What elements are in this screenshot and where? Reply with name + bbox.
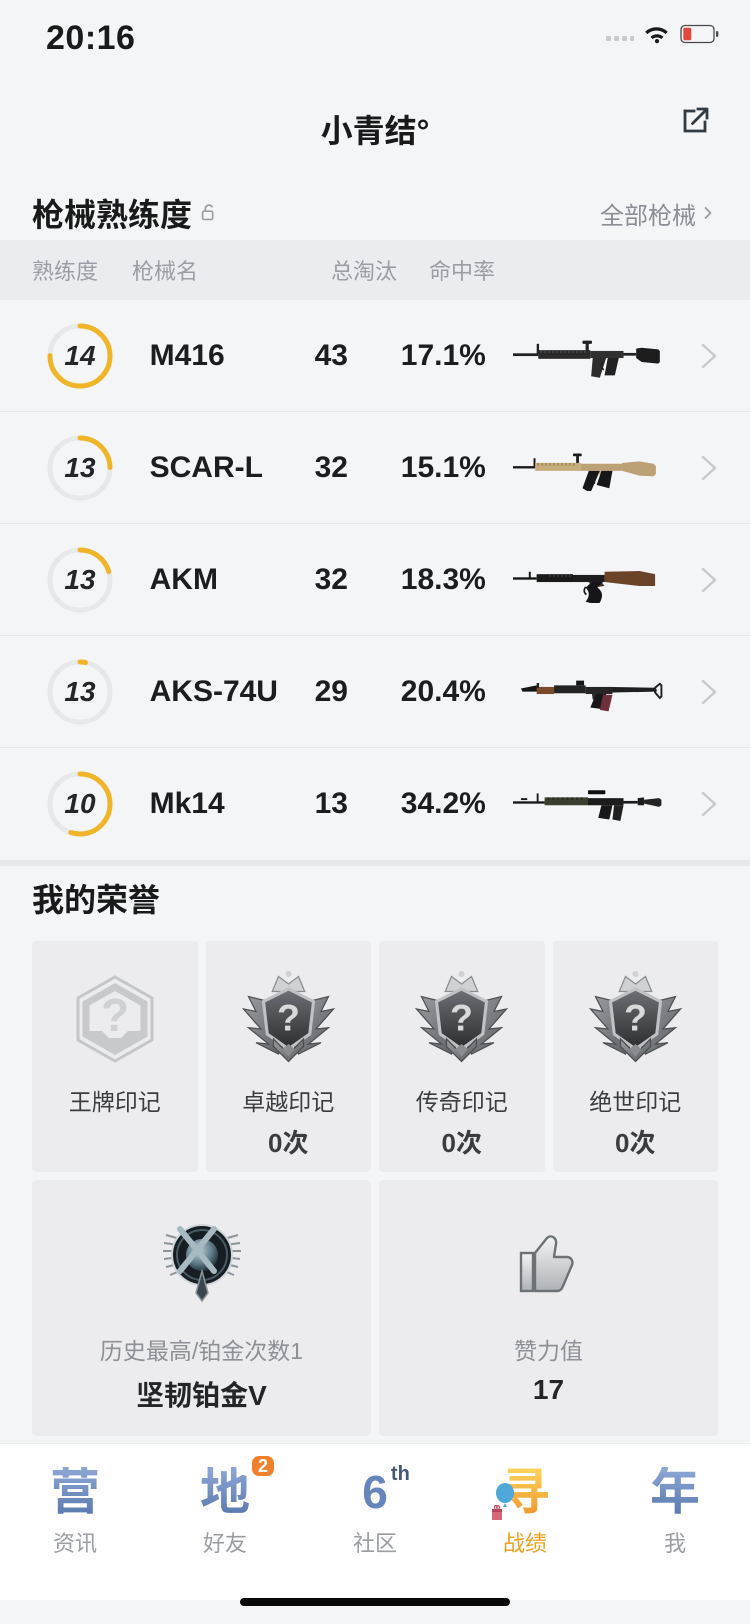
svg-text:?: ? (277, 996, 300, 1038)
svg-text:?: ? (450, 996, 473, 1038)
svg-text:?: ? (101, 989, 129, 1041)
svg-text:?: ? (624, 996, 647, 1038)
